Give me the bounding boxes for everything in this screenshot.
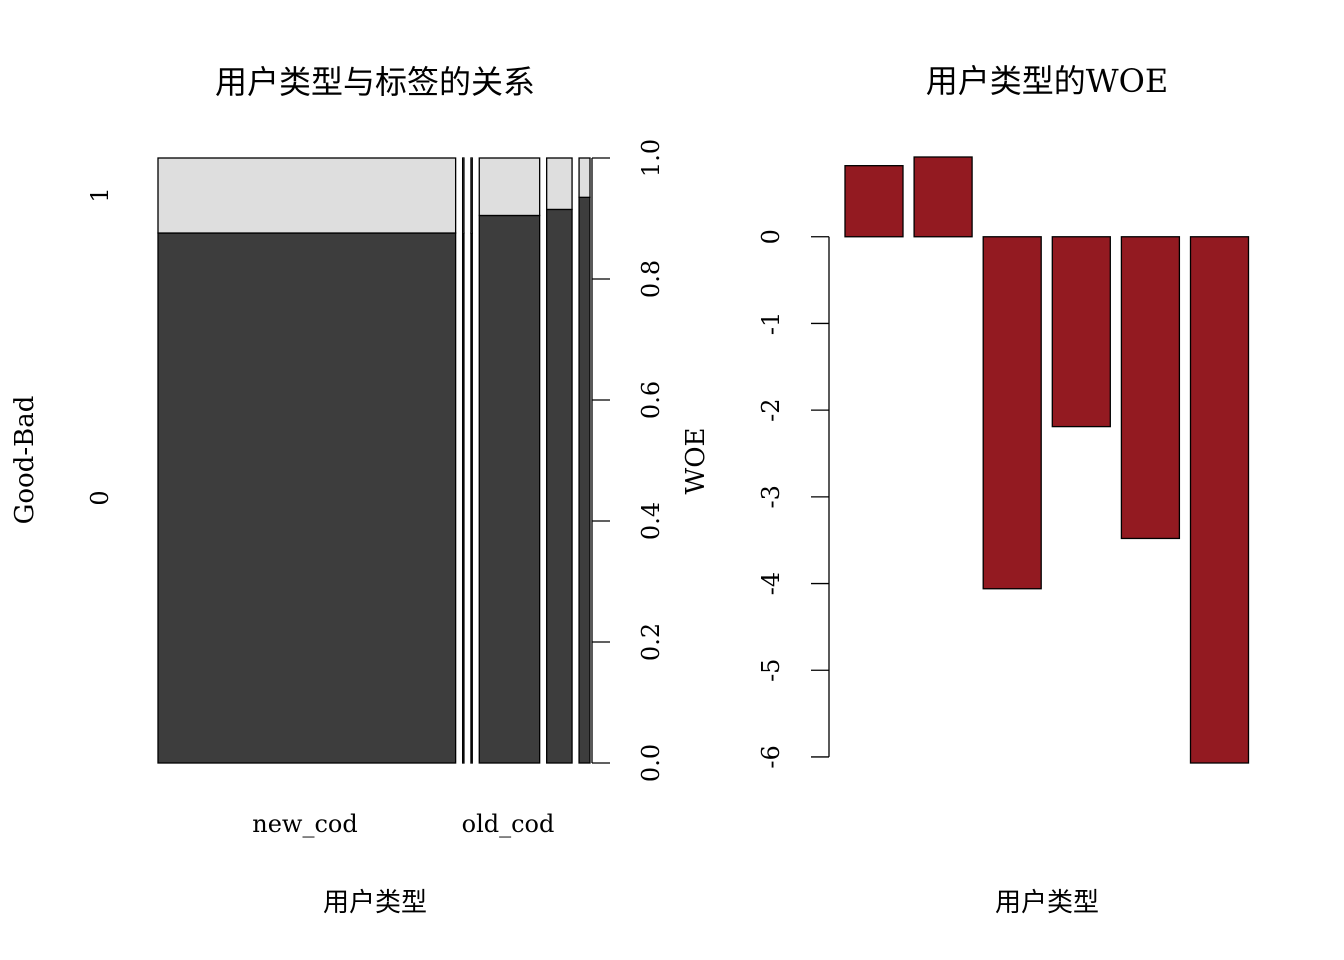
spineplot-right-axis: 0.0 0.2 0.4 0.6 0.8 1.0 [591, 139, 665, 782]
spine-bin-1-good [461, 232, 465, 764]
spineplot-x-axis-label: 用户类型 [323, 888, 427, 918]
woe-chart-title: 用户类型的WOE [926, 62, 1169, 100]
right-axis-tick-label-4: 0.8 [637, 260, 665, 298]
category-label-new-cod: new_cod [252, 810, 357, 838]
woe-bar-0 [844, 165, 904, 238]
level-label-1: 1 [86, 187, 114, 202]
woe-axis-tick-label-2: -2 [757, 398, 785, 421]
woe-y-axis-label: WOE [681, 427, 711, 494]
spine-bins [157, 157, 591, 764]
right-axis-tick-label-2: 0.4 [637, 502, 665, 540]
woe-bar-2 [982, 236, 1042, 590]
right-axis-tick-label-3: 0.6 [637, 381, 665, 419]
woe-x-axis-label: 用户类型 [995, 888, 1099, 918]
woe-bar-3 [1051, 236, 1111, 428]
right-axis-tick-label-5: 1.0 [637, 139, 665, 177]
spine-bin-1-bad [461, 157, 465, 234]
spine-category-labels: new_cod old_cod [252, 810, 554, 838]
spine-bin-5-bad [578, 157, 591, 198]
woe-axis-tick-label-3: -3 [757, 485, 785, 508]
woe-y-axis: 0 -1 -2 -3 -4 -5 -6 [757, 229, 830, 769]
spineplot-title: 用户类型与标签的关系 [215, 63, 535, 101]
woe-axis-tick-label-5: -5 [757, 659, 785, 682]
spine-bin-4-good [546, 208, 573, 764]
spineplot-panel: 用户类型与标签的关系 new_cod old_cod 用户类型 Good-Bad… [10, 63, 665, 918]
woe-bar-5 [1189, 236, 1250, 764]
spine-bin-4-bad [546, 157, 573, 211]
spine-bin-3-bad [478, 157, 541, 217]
woe-bar-1 [913, 156, 973, 238]
woe-axis-tick-label-6: -6 [757, 745, 785, 768]
spine-bin-2-good [470, 232, 473, 764]
category-label-old-cod: old_cod [462, 810, 555, 838]
woe-axis-tick-label-4: -4 [757, 572, 785, 595]
spine-bin-0-bad [157, 157, 457, 234]
spine-bin-3-good [478, 214, 541, 764]
right-axis-tick-label-0: 0.0 [637, 744, 665, 782]
woe-bars [844, 156, 1250, 764]
right-axis-tick-label-1: 0.2 [637, 623, 665, 661]
spine-bin-0-good [157, 232, 457, 764]
woe-bar-4 [1120, 236, 1181, 540]
woe-axis-tick-label-1: -1 [757, 312, 785, 335]
level-label-0: 0 [86, 490, 114, 505]
woe-bar-panel: 用户类型的WOE 0 -1 -2 -3 -4 -5 -6 WOE 用户类型 [681, 62, 1250, 918]
spineplot-y-axis-label: Good-Bad [10, 396, 40, 525]
spine-bin-2-bad [470, 157, 473, 234]
woe-axis-tick-label-0: 0 [757, 229, 785, 244]
spine-bin-5-good [578, 196, 591, 764]
